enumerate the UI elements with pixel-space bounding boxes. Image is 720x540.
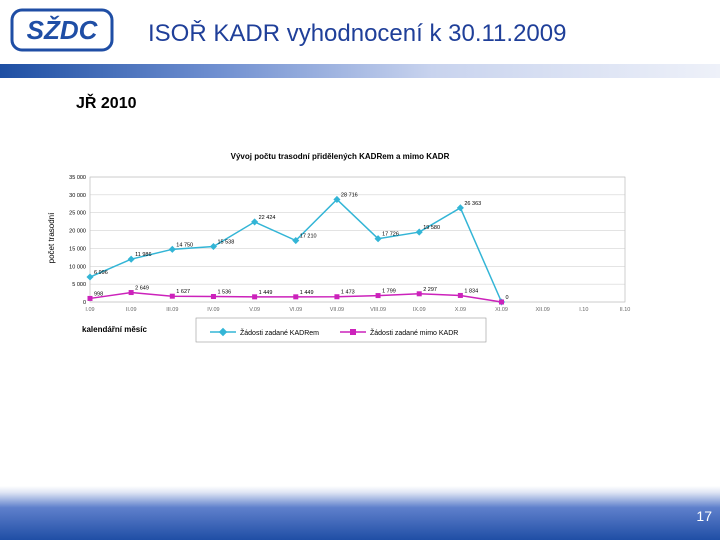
data-label: 6 996 [94, 270, 108, 276]
x-tick-label: I.10 [579, 307, 588, 313]
x-tick-label: II.10 [620, 307, 631, 313]
legend-marker-mimo [350, 329, 356, 335]
data-point-kadr [292, 237, 300, 245]
data-label: 17 210 [300, 234, 317, 240]
data-label: 11 986 [135, 252, 151, 258]
x-tick-label: I.09 [85, 307, 94, 313]
data-point-kadr [374, 235, 382, 243]
data-point-mimo [169, 293, 175, 299]
x-tick-label: X.09 [455, 307, 466, 313]
szdc-logo: SŽDC [10, 8, 114, 52]
data-point-mimo [210, 294, 216, 300]
x-tick-label: VI.09 [289, 307, 302, 313]
data-label: 2 297 [423, 287, 437, 293]
chart-y-label: počet trasodní [47, 212, 56, 263]
legend-box [195, 317, 487, 343]
legend: kalendářní měsíc Žádosti zadané KADRem Ž… [82, 317, 487, 343]
data-label: 998 [94, 291, 103, 297]
section-title: JŘ 2010 [76, 95, 137, 112]
data-label: 1 834 [464, 288, 478, 294]
y-tick-label: 15 000 [69, 246, 86, 252]
data-label: 0 [506, 295, 509, 301]
x-tick-label: IV.09 [207, 307, 219, 313]
x-tick-label: IX.09 [413, 307, 426, 313]
data-point-kadr [333, 195, 341, 203]
data-label: 14 750 [176, 242, 193, 248]
chart-svg: Vývoj počtu trasodní přidělených KADRem … [47, 152, 630, 343]
slide-number: 17 [696, 508, 712, 524]
data-label: 1 449 [300, 290, 314, 296]
data-point-mimo [416, 291, 422, 297]
x-tick-label: VII.09 [330, 307, 344, 313]
legend-marker-kadr [218, 327, 228, 337]
y-tick-label: 25 000 [69, 211, 86, 217]
y-tick-label: 5 000 [72, 282, 86, 288]
data-point-kadr [168, 245, 176, 253]
data-label: 1 449 [259, 290, 273, 296]
data-label: 1 627 [176, 289, 190, 295]
data-label: 28 716 [341, 192, 358, 198]
y-tick-label: 10 000 [69, 264, 86, 270]
data-point-mimo [457, 292, 463, 298]
data-point-mimo [252, 294, 258, 300]
data-point-mimo [375, 293, 381, 299]
data-point-kadr [456, 204, 464, 212]
chart: Vývoj počtu trasodní přidělených KADRem … [40, 140, 660, 350]
data-point-mimo [87, 295, 93, 301]
data-point-kadr [86, 273, 94, 281]
data-label: 1 473 [341, 290, 355, 296]
footer-band [0, 486, 720, 540]
data-label: 15 538 [217, 240, 234, 246]
x-tick-label: V.09 [249, 307, 260, 313]
page-title: ISOŘ KADR vyhodnocení k 30.11.2009 [148, 20, 567, 47]
y-tick-label: 20 000 [69, 229, 86, 235]
data-label: 1 799 [382, 289, 396, 295]
data-point-kadr [415, 228, 423, 236]
plot-layer: 0 5 000 10 000 15 000 20 000 25 000 30 000 35 0… [69, 175, 630, 313]
x-tick-label: III.09 [166, 307, 178, 313]
data-label: 22 424 [259, 215, 276, 221]
x-tick-label: XII.09 [536, 307, 550, 313]
data-label: 19 580 [423, 225, 440, 231]
legend-label-mimo: Žádosti zadané mimo KADR [370, 328, 458, 337]
header-band [0, 64, 720, 78]
chart-title: Vývoj počtu trasodní přidělených KADRem … [231, 152, 450, 161]
data-point-mimo [128, 290, 134, 296]
header: SŽDC ISOŘ KADR vyhodnocení k 30.11.2009 [0, 0, 720, 64]
y-tick-label: 35 000 [69, 175, 86, 181]
y-tick-label: 30 000 [69, 193, 86, 199]
data-point-kadr [251, 218, 259, 226]
data-label: 17 726 [382, 232, 399, 238]
data-point-kadr [209, 242, 217, 251]
data-point-mimo [293, 294, 299, 300]
data-label: 26 363 [464, 201, 481, 207]
data-label: 2 649 [135, 286, 149, 292]
x-tick-label: II.09 [126, 307, 137, 313]
data-label: 1 536 [217, 290, 231, 296]
y-tick-label: 0 [83, 300, 86, 306]
chart-x-label: kalendářní měsíc [82, 325, 147, 334]
data-point-mimo [334, 294, 340, 300]
x-tick-label: XI.09 [495, 307, 508, 313]
x-tick-label: VIII.09 [370, 307, 386, 313]
legend-label-kadr: Žádosti zadané KADRem [240, 328, 319, 337]
data-point-mimo [499, 299, 505, 305]
logo-text: SŽDC [27, 15, 99, 45]
